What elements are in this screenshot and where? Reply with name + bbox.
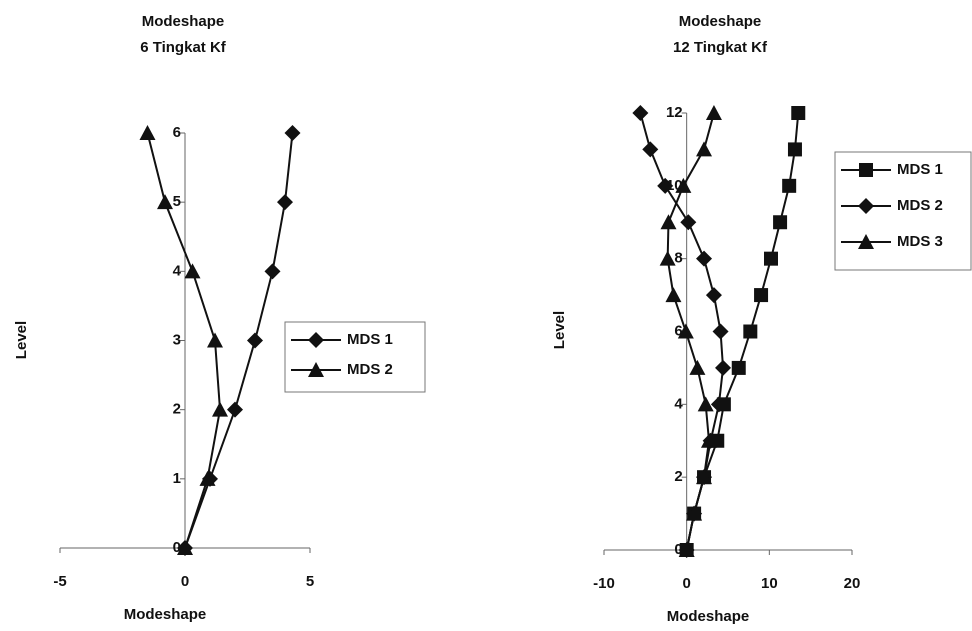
y-tick-label: 4 [674, 395, 683, 412]
chart-title: 12 Tingkat Kf [673, 39, 768, 56]
y-tick-label: 4 [173, 262, 182, 279]
y-tick-label: 0 [674, 541, 682, 558]
marker [791, 106, 806, 120]
x-tick-label: 20 [844, 575, 861, 592]
marker [308, 362, 324, 377]
marker [697, 396, 714, 412]
marker [700, 432, 717, 448]
y-axis-label: Level [13, 321, 30, 359]
x-tick-label: 10 [761, 575, 778, 592]
marker [657, 177, 674, 194]
marker [705, 105, 722, 120]
marker [696, 469, 713, 485]
marker [678, 542, 695, 557]
marker [247, 332, 263, 349]
marker [773, 215, 788, 230]
y-tick-label: 3 [173, 331, 181, 348]
marker [659, 250, 676, 266]
marker [199, 470, 216, 486]
marker [264, 263, 281, 280]
marker [680, 214, 697, 231]
marker [177, 540, 193, 555]
marker [308, 332, 324, 348]
marker [710, 396, 727, 413]
marker [207, 332, 223, 348]
x-tick-label: -5 [53, 573, 66, 590]
marker [715, 359, 732, 376]
y-tick-label: 5 [173, 193, 181, 210]
x-tick-label: 0 [682, 575, 690, 592]
marker [157, 194, 173, 210]
marker [731, 360, 746, 375]
y-tick-label: 0 [173, 539, 181, 556]
x-axis-label: Modeshape [667, 608, 750, 625]
marker [665, 287, 682, 303]
marker [787, 142, 802, 157]
marker [227, 401, 243, 418]
marker [782, 178, 797, 193]
legend-label: MDS 1 [347, 331, 393, 348]
marker [642, 141, 659, 158]
marker [743, 324, 758, 339]
marker [859, 163, 873, 177]
marker [677, 323, 694, 339]
marker [675, 177, 692, 193]
x-tick-label: -10 [593, 575, 615, 592]
y-tick-label: 1 [173, 470, 181, 487]
y-tick-label: 6 [674, 322, 682, 339]
y-tick-label: 12 [666, 104, 683, 121]
marker [284, 125, 301, 141]
chart-title: Modeshape [142, 13, 225, 30]
marker [277, 194, 293, 211]
legend-label: MDS 2 [347, 361, 393, 378]
marker [139, 125, 156, 140]
marker [712, 323, 729, 340]
marker [686, 505, 703, 521]
y-tick-label: 8 [674, 250, 682, 267]
marker [632, 105, 649, 121]
chart-title: Modeshape [679, 13, 762, 30]
marker [858, 198, 874, 214]
marker [705, 287, 722, 304]
x-axis-label: Modeshape [124, 606, 207, 623]
marker [696, 141, 713, 157]
legend-box [834, 151, 972, 271]
chart-title: 6 Tingkat Kf [140, 39, 227, 56]
y-tick-label: 2 [674, 468, 682, 485]
y-tick-label: 2 [173, 401, 181, 418]
x-tick-label: 0 [181, 573, 189, 590]
legend-box [284, 321, 426, 393]
marker [212, 401, 228, 417]
marker [689, 359, 706, 375]
x-tick-label: 5 [306, 573, 314, 590]
marker [858, 234, 874, 249]
marker [660, 214, 677, 230]
legend-label: MDS 3 [897, 233, 943, 250]
y-tick-label: 6 [173, 124, 181, 141]
y-axis-label: Level [551, 311, 568, 349]
marker [763, 251, 778, 266]
marker [184, 263, 201, 279]
marker [696, 250, 713, 267]
marker [754, 288, 769, 303]
legend-label: MDS 1 [897, 161, 943, 178]
legend-label: MDS 2 [897, 197, 943, 214]
